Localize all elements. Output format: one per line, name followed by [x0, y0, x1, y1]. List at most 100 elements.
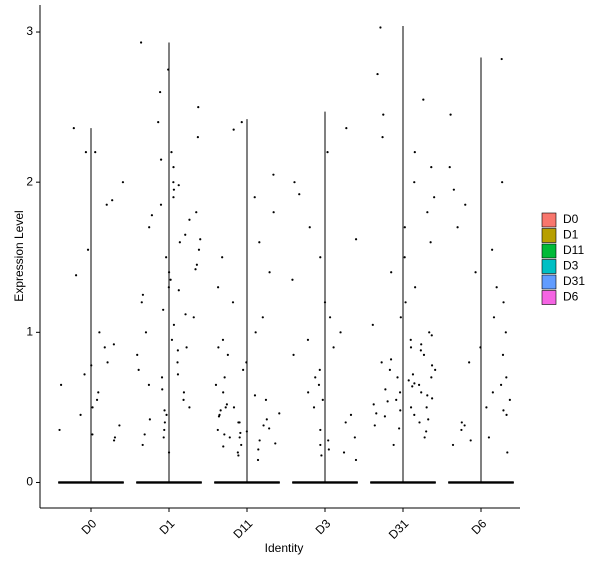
point — [111, 199, 114, 202]
point — [403, 256, 406, 259]
point — [188, 406, 191, 409]
point — [121, 181, 125, 184]
point — [91, 406, 94, 409]
point — [411, 385, 414, 388]
point — [236, 451, 239, 454]
legend-label: D11 — [563, 243, 584, 257]
point — [195, 263, 198, 266]
point — [90, 364, 93, 367]
point — [139, 41, 143, 44]
point — [161, 388, 164, 391]
point — [413, 151, 416, 154]
point — [253, 394, 257, 397]
y-tick-label: 3 — [26, 24, 33, 38]
point — [226, 353, 229, 356]
point — [308, 226, 311, 229]
point — [231, 301, 235, 304]
point — [167, 286, 170, 289]
x-tick-label: D11 — [231, 516, 256, 541]
point — [395, 398, 398, 401]
point — [419, 349, 422, 352]
point — [381, 136, 384, 139]
point — [411, 373, 415, 376]
point — [218, 413, 221, 417]
point — [221, 256, 224, 259]
point — [254, 331, 257, 334]
point — [339, 331, 342, 334]
point — [184, 233, 187, 236]
point — [398, 391, 402, 394]
point — [167, 68, 170, 71]
point — [91, 433, 94, 436]
point — [409, 346, 413, 349]
point — [428, 331, 431, 334]
point — [172, 323, 176, 326]
point — [298, 193, 301, 196]
point — [427, 418, 430, 421]
point — [291, 278, 294, 281]
point — [495, 286, 498, 289]
point — [451, 443, 455, 447]
point — [491, 248, 494, 251]
x-tick-label: D0 — [79, 516, 100, 537]
point — [58, 428, 61, 432]
point — [319, 443, 322, 447]
point — [354, 238, 358, 241]
point — [479, 346, 482, 349]
point — [159, 90, 162, 94]
point — [307, 391, 310, 394]
point — [323, 301, 327, 304]
point — [474, 271, 477, 274]
point — [245, 361, 248, 364]
point — [182, 391, 186, 394]
point — [163, 421, 166, 424]
point — [430, 166, 433, 169]
legend-key — [541, 212, 557, 228]
point — [429, 241, 432, 244]
point — [157, 121, 160, 124]
point — [376, 72, 379, 76]
point — [388, 368, 391, 371]
point — [456, 226, 459, 229]
y-axis-title: Expression Level — [12, 210, 26, 301]
zero-band — [448, 481, 514, 484]
legend-key — [541, 290, 557, 305]
point — [176, 373, 180, 376]
point — [272, 211, 275, 214]
point — [353, 436, 356, 439]
point — [417, 383, 421, 386]
point — [217, 346, 220, 349]
point — [321, 398, 324, 401]
point — [430, 364, 434, 367]
point — [177, 289, 180, 292]
point — [169, 278, 172, 281]
point — [170, 151, 173, 154]
point — [508, 398, 511, 401]
point — [172, 188, 176, 191]
x-tick-label: D3 — [313, 516, 334, 537]
point — [223, 433, 226, 436]
legend-key — [541, 274, 557, 290]
point — [396, 376, 399, 379]
point — [407, 379, 410, 382]
point — [95, 398, 99, 401]
point — [118, 424, 121, 427]
point — [159, 158, 163, 161]
point — [491, 391, 494, 394]
point — [162, 436, 165, 439]
point — [194, 268, 197, 271]
point — [214, 383, 218, 386]
point — [492, 316, 496, 319]
zero-band — [58, 481, 124, 484]
point — [319, 428, 322, 432]
point — [222, 391, 225, 394]
point — [172, 181, 175, 184]
point — [84, 151, 88, 154]
point — [238, 436, 241, 439]
point — [253, 196, 256, 199]
point — [278, 412, 281, 415]
point — [501, 353, 505, 356]
point — [320, 454, 323, 457]
point — [199, 238, 202, 241]
point — [188, 218, 191, 221]
